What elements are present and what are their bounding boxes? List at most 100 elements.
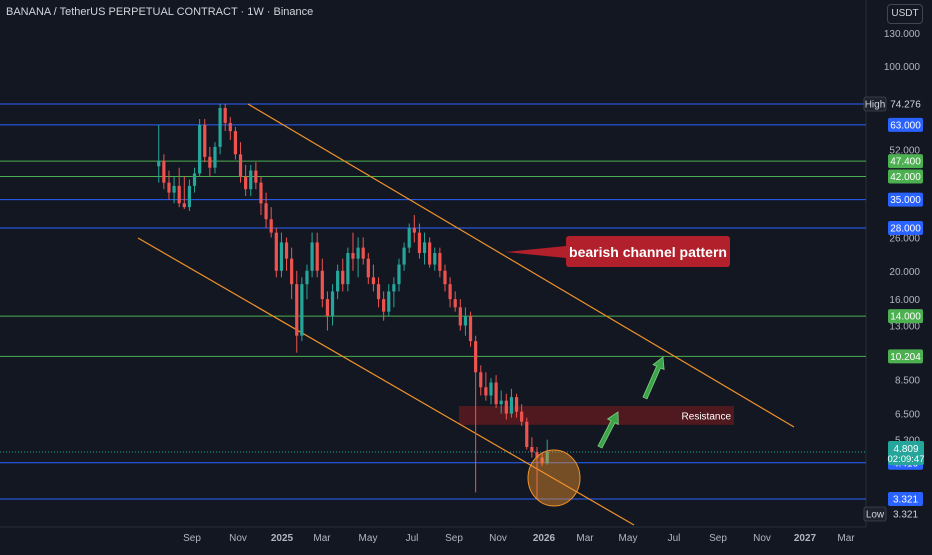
level-tag[interactable]: 47.400 [888, 154, 923, 169]
candle[interactable] [397, 258, 401, 292]
candle[interactable] [223, 104, 227, 132]
candle[interactable] [336, 264, 340, 300]
candle[interactable] [249, 164, 253, 197]
candle[interactable] [279, 232, 284, 278]
candle[interactable] [295, 270, 299, 353]
low-tag[interactable]: Low 3.321 [863, 506, 918, 522]
candle[interactable] [489, 378, 493, 405]
candle[interactable] [203, 119, 207, 163]
candle[interactable] [274, 228, 278, 278]
level-tag[interactable]: 42.000 [888, 169, 923, 184]
bounce-arrow[interactable] [597, 411, 619, 449]
candle[interactable] [259, 176, 263, 216]
candle[interactable] [520, 404, 524, 426]
candle[interactable] [433, 247, 437, 271]
candle[interactable] [351, 232, 355, 271]
candle[interactable] [535, 446, 539, 499]
candle[interactable] [187, 179, 192, 212]
candle[interactable] [172, 176, 176, 204]
candle[interactable] [244, 164, 248, 197]
candle[interactable] [494, 375, 498, 408]
candle[interactable] [284, 237, 289, 271]
candle[interactable] [540, 452, 544, 467]
level-tag[interactable]: 63.000 [888, 117, 923, 132]
candle[interactable] [177, 167, 181, 208]
candle[interactable] [238, 142, 243, 183]
candle[interactable] [366, 253, 370, 285]
candle[interactable] [233, 126, 238, 160]
candle[interactable] [228, 117, 232, 140]
candle[interactable] [361, 237, 365, 265]
candle[interactable] [422, 232, 427, 265]
level-tag[interactable]: 28.000 [888, 221, 923, 236]
low-highlight-circle[interactable] [527, 449, 581, 507]
candle[interactable] [325, 291, 330, 331]
candle[interactable] [504, 393, 508, 420]
candle[interactable] [443, 264, 447, 292]
candle[interactable] [514, 393, 519, 418]
candle[interactable] [412, 215, 416, 243]
level-tag[interactable]: 10.204 [888, 349, 923, 364]
candle[interactable] [474, 335, 478, 493]
target-arrow[interactable] [642, 356, 665, 400]
candle[interactable] [300, 277, 304, 342]
candle[interactable] [407, 223, 411, 254]
candle[interactable] [509, 388, 514, 418]
price-scale-area[interactable] [866, 0, 932, 527]
plot-area[interactable] [0, 0, 866, 527]
channel-lower-line[interactable] [137, 237, 635, 526]
candle[interactable] [346, 247, 350, 292]
candle[interactable] [218, 104, 222, 155]
candle[interactable] [463, 307, 468, 336]
candle[interactable] [208, 146, 212, 177]
candle[interactable] [167, 170, 171, 200]
candle[interactable] [525, 417, 529, 450]
candle[interactable] [428, 237, 432, 268]
candle[interactable] [371, 264, 376, 292]
candle[interactable] [356, 237, 360, 278]
candle[interactable] [382, 291, 386, 321]
candle[interactable] [198, 119, 202, 177]
candle[interactable] [264, 192, 268, 229]
candle[interactable] [305, 264, 309, 300]
candle[interactable] [213, 142, 217, 174]
resistance-zone-box[interactable] [459, 406, 734, 425]
candle[interactable] [484, 372, 488, 401]
candle[interactable] [341, 258, 345, 292]
candle[interactable] [530, 437, 534, 458]
candle[interactable] [254, 162, 258, 190]
channel-upper-line[interactable] [247, 103, 795, 428]
level-tag[interactable]: 3.321 [888, 492, 923, 506]
candle[interactable] [320, 258, 324, 308]
candle[interactable] [545, 439, 549, 465]
candle[interactable] [458, 299, 462, 331]
candle[interactable] [448, 277, 452, 308]
candle[interactable] [310, 232, 314, 278]
candle[interactable] [479, 365, 483, 396]
level-tag[interactable]: 35.000 [888, 192, 923, 207]
candle[interactable] [376, 277, 381, 308]
candle[interactable] [417, 223, 422, 259]
candle[interactable] [468, 311, 473, 347]
candle[interactable] [269, 207, 273, 238]
candle[interactable] [162, 154, 166, 190]
currency-unit-button[interactable]: USDT [887, 4, 923, 24]
candle[interactable] [402, 242, 406, 271]
callout-box[interactable] [566, 236, 730, 267]
candle[interactable] [157, 124, 161, 183]
candle[interactable] [387, 284, 391, 317]
candle[interactable] [392, 277, 396, 308]
candle[interactable] [438, 247, 442, 278]
candle[interactable] [499, 390, 503, 414]
candle[interactable] [330, 284, 335, 326]
candle[interactable] [192, 167, 197, 193]
candle[interactable] [182, 176, 186, 210]
candle[interactable] [290, 247, 294, 300]
level-tag[interactable]: 14.000 [888, 309, 923, 324]
candle[interactable] [315, 232, 319, 278]
candle[interactable] [453, 291, 457, 312]
high-tag[interactable]: High 74.276 [863, 96, 923, 112]
